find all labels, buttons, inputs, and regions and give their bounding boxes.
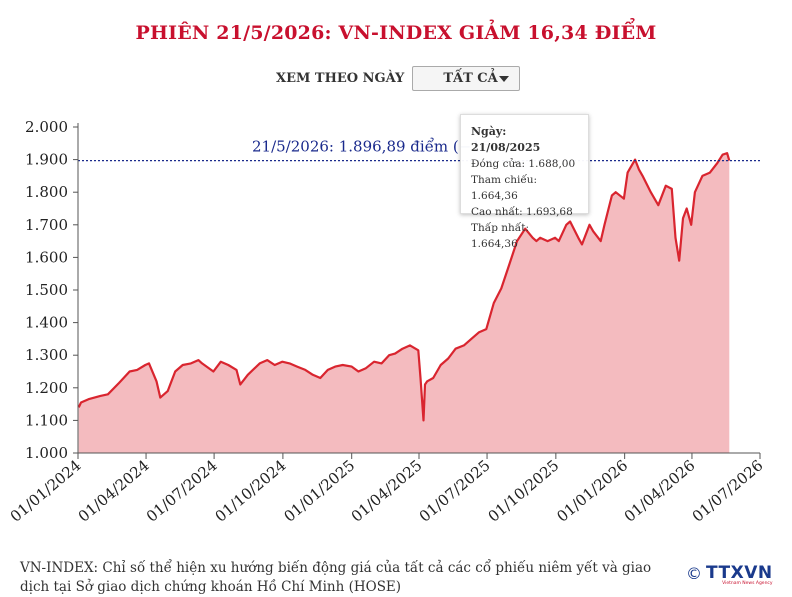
x-tick-label: 01/01/2026 bbox=[553, 456, 631, 525]
chevron-down-icon bbox=[499, 76, 510, 82]
y-tick-label: 1.600 bbox=[25, 248, 68, 266]
y-tick-label: 1.100 bbox=[25, 411, 68, 429]
y-tick-label: 1.000 bbox=[25, 444, 68, 462]
y-tick-label: 1.200 bbox=[25, 379, 68, 397]
ttxvn-logo: © TTXVN Vietnam News Agency bbox=[686, 563, 773, 586]
y-tick-label: 1.300 bbox=[25, 346, 68, 364]
x-tick-label: 01/07/2026 bbox=[689, 456, 767, 525]
reference-line-label: 21/5/2026: 1.896,89 điểm (−16 bbox=[252, 138, 490, 156]
source-note: VN-INDEX: Chỉ số thể hiện xu hướng biến … bbox=[20, 560, 652, 595]
x-tick-label: 01/10/2024 bbox=[212, 456, 290, 525]
y-tick-label: 1.900 bbox=[25, 151, 68, 169]
range-select-value: TẤT CẢ bbox=[443, 71, 498, 86]
y-tick-label: 1.800 bbox=[25, 183, 68, 201]
x-tick-label: 01/01/2024 bbox=[7, 456, 85, 525]
plot-area: 21/5/2026: 1.896,89 điểm (−16 bbox=[77, 138, 760, 453]
x-tick-label: 01/07/2024 bbox=[143, 456, 221, 525]
tooltip-reference: Tham chiếu: 1.664,36 bbox=[471, 174, 538, 202]
tooltip-date: Ngày: 21/08/2025 bbox=[471, 125, 541, 154]
logo-mark: TTXVN Vietnam News Agency bbox=[706, 563, 773, 586]
logo-subtitle: Vietnam News Agency bbox=[722, 581, 773, 586]
x-tick-label: 01/04/2024 bbox=[75, 456, 153, 525]
range-select[interactable]: TẤT CẢ bbox=[412, 66, 521, 91]
x-axis: 01/01/202401/04/202401/07/202401/10/2024… bbox=[7, 453, 767, 526]
data-tooltip: Ngày: 21/08/2025 Đóng cửa: 1.688,00 Tham… bbox=[460, 114, 589, 250]
filter-label: XEM THEO NGÀY bbox=[276, 71, 405, 86]
tooltip-open: Đóng cửa: 1.688,00 bbox=[471, 158, 576, 170]
tooltip-high: Cao nhất: 1.693,68 bbox=[471, 206, 573, 218]
copyright-icon: © bbox=[686, 563, 702, 583]
y-tick-label: 1.400 bbox=[25, 314, 68, 332]
y-tick-label: 1.500 bbox=[25, 281, 68, 299]
y-tick-label: 1.700 bbox=[25, 216, 68, 234]
tooltip-low: Thấp nhất: 1.664,36 bbox=[471, 222, 529, 250]
series-area bbox=[78, 153, 730, 453]
x-tick-label: 01/01/2025 bbox=[280, 456, 358, 525]
date-filter: XEM THEO NGÀY TẤT CẢ bbox=[276, 66, 521, 91]
series-line[interactable] bbox=[77, 152, 731, 422]
x-tick-label: 01/07/2025 bbox=[416, 456, 494, 525]
y-tick-label: 2.000 bbox=[25, 118, 68, 136]
chart-title: PHIÊN 21/5/2026: VN-INDEX GIẢM 16,34 ĐIỂ… bbox=[135, 22, 657, 44]
x-tick-label: 01/10/2025 bbox=[485, 456, 563, 525]
x-tick-label: 01/04/2025 bbox=[348, 456, 426, 525]
y-axis: 1.000 1.100 1.200 1.300 1.400 1.500 1.600 1.700… bbox=[25, 118, 78, 462]
x-tick-label: 01/04/2026 bbox=[621, 456, 699, 525]
logo-text: TTXVN bbox=[706, 563, 773, 583]
